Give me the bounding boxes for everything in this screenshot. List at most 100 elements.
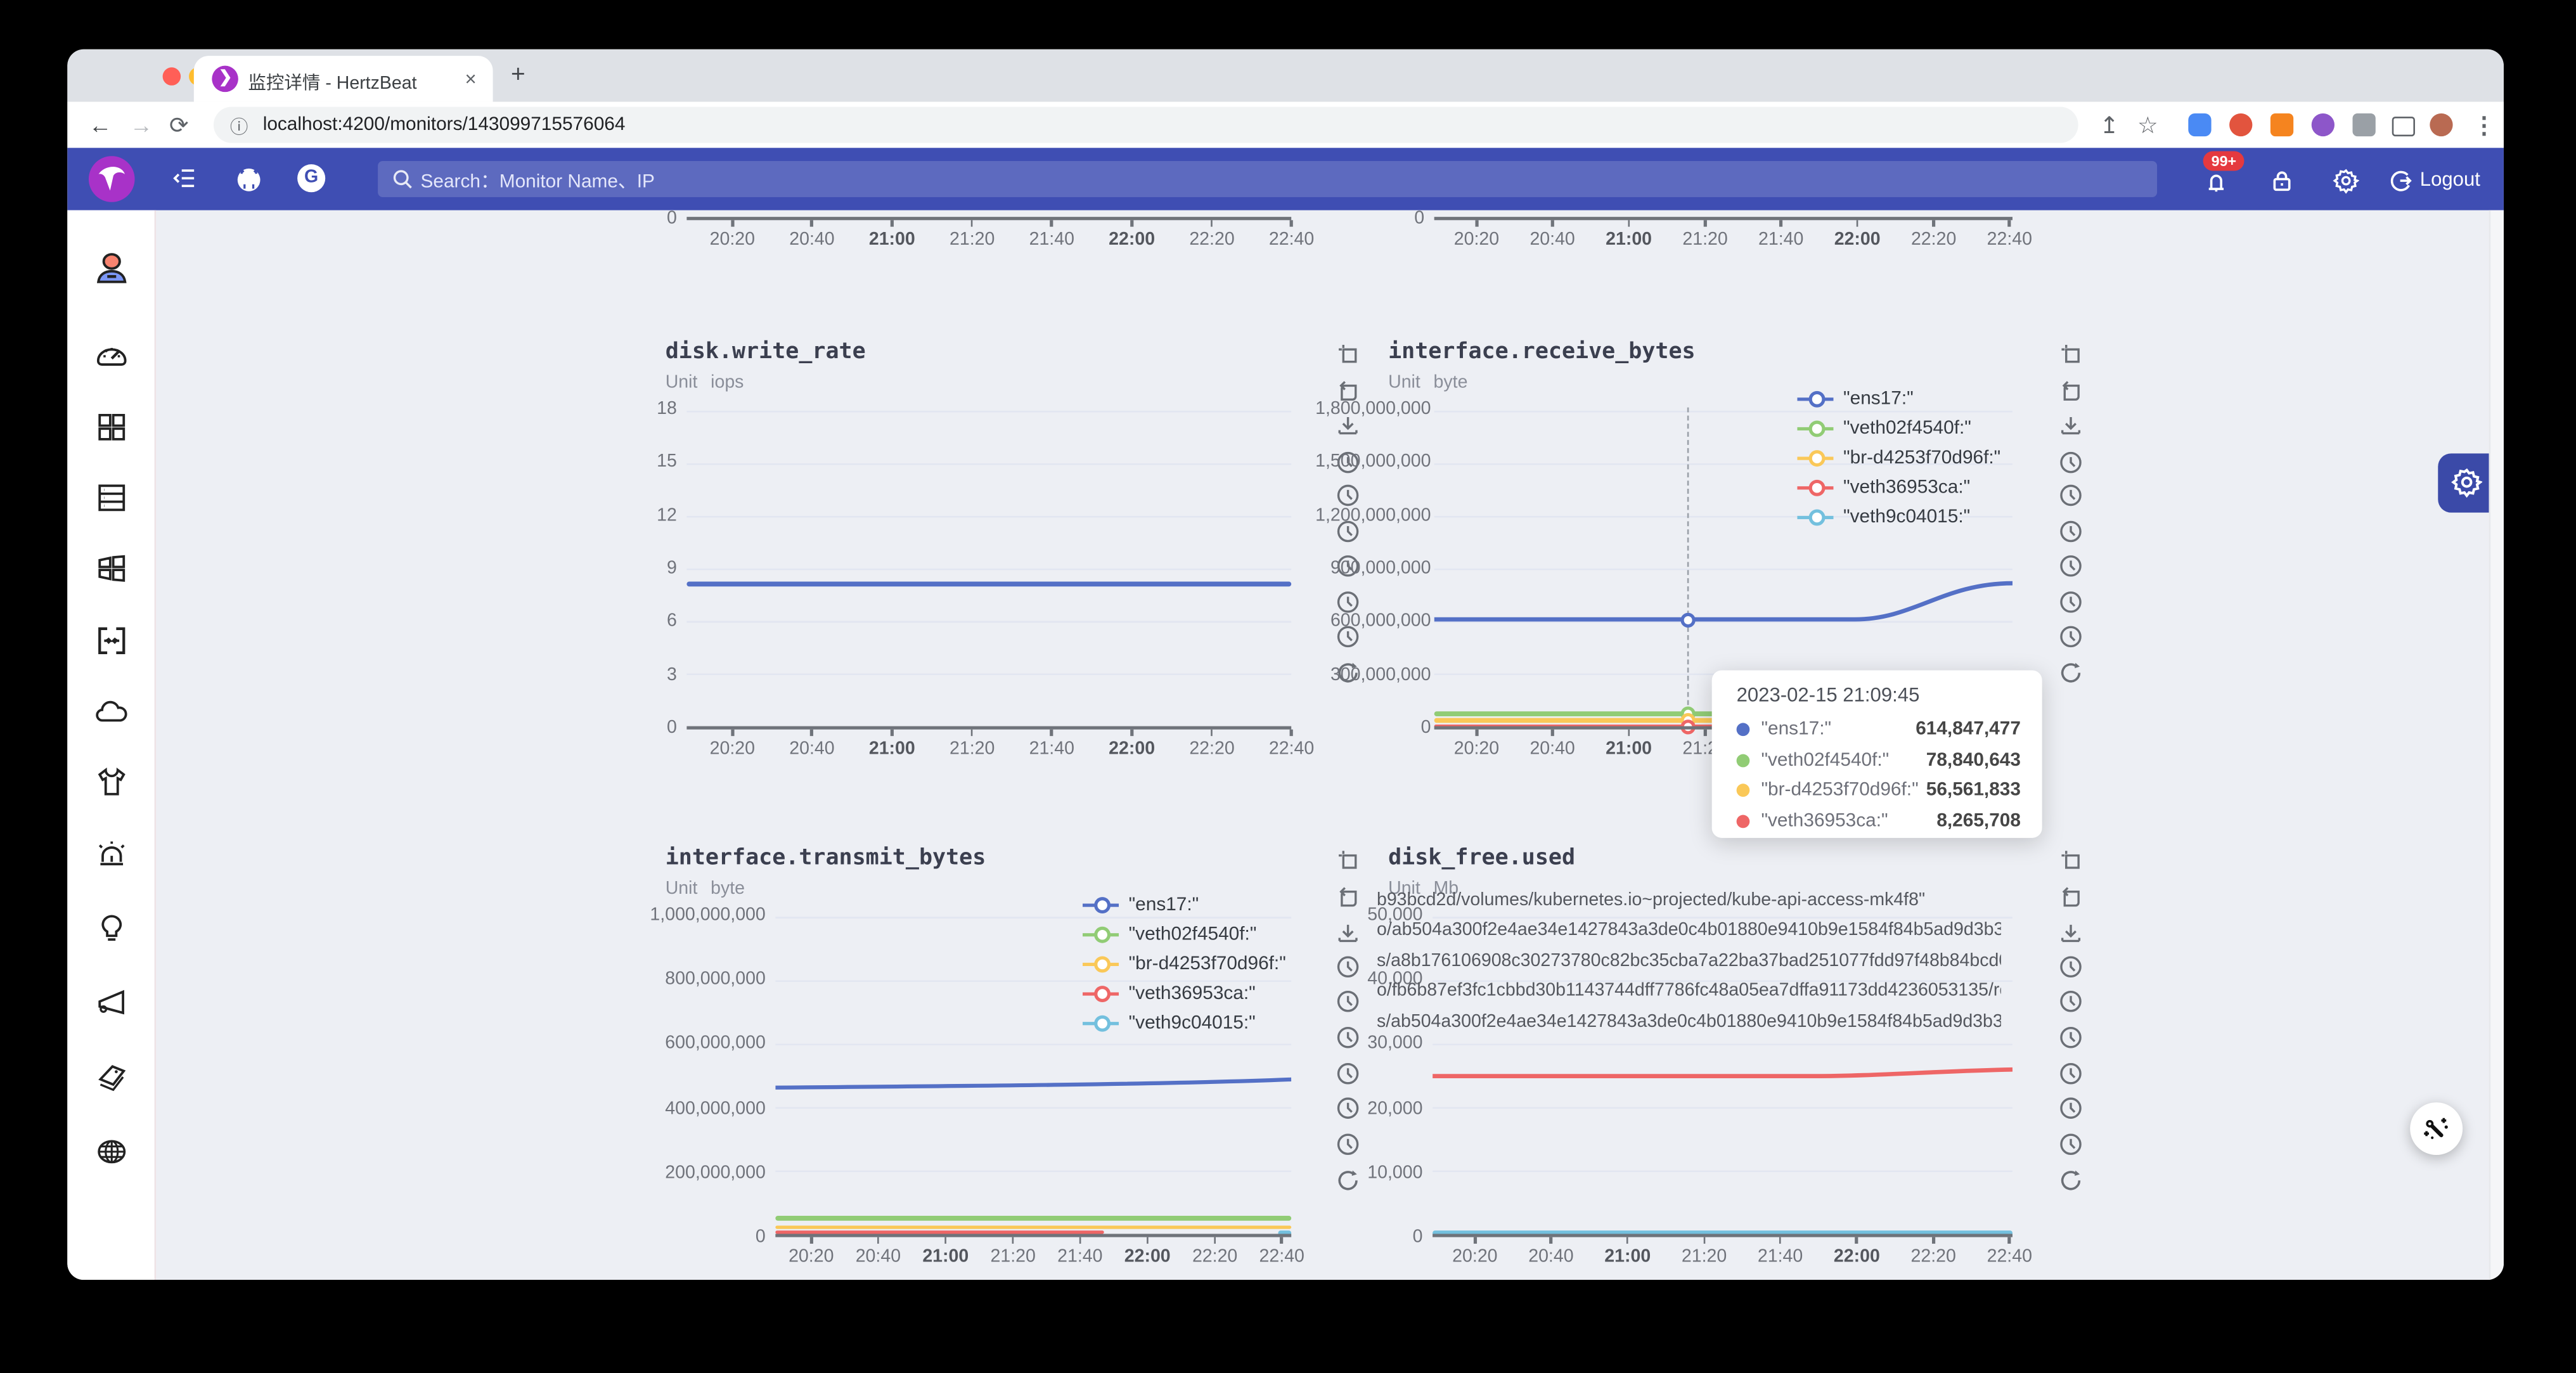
y-tick: 1,200,000,000 [1315,505,1431,525]
x-tick: 21:00 [869,730,915,759]
legend-item[interactable]: "ens17:" [1797,384,2000,414]
chart-switch-icon[interactable] [2059,886,2083,910]
y-tick: 40,000 [1367,969,1423,989]
tooltip-series-label: "veth36953ca:" [1761,811,1888,832]
sidebar-item-os-icon[interactable] [94,550,130,586]
window-close-button[interactable] [162,67,181,86]
legend-item[interactable]: "veth02f4540f:" [1083,920,1286,950]
lock-icon[interactable] [2269,167,2295,193]
legend-path-label[interactable]: o/ab504a300f2e4ae34e1427843a3de0c4b01880… [1376,920,2001,941]
history-period-icon[interactable] [2059,553,2083,578]
history-period-icon[interactable] [2059,1061,2083,1086]
x-tick: 20:40 [1530,220,1575,250]
sidebar-item-status-icon[interactable] [94,910,130,946]
chart-fullscreen-icon[interactable] [1336,342,1360,366]
history-period-icon[interactable] [2059,1132,2083,1157]
legend-item[interactable]: "veth02f4540f:" [1797,414,2000,444]
sidebar-item-dashboard-icon[interactable] [94,335,130,371]
chart-refresh-icon[interactable] [2059,1168,2083,1193]
history-period-icon[interactable] [2059,1096,2083,1121]
chart-export-icon[interactable] [2059,922,2083,946]
history-period-icon[interactable] [2059,450,2083,475]
browser-tab[interactable]: ❯ 监控详情 - HertzBeat × [193,56,493,102]
notification-bell-icon[interactable] [2203,169,2229,195]
legend-item[interactable]: "br-d4253f70d96f:" [1083,950,1286,979]
share-icon[interactable]: ↥ [2099,112,2119,138]
x-tick: 21:40 [1758,1237,1803,1267]
legend-path-label[interactable]: s/ab504a300f2e4ae34e1427843a3de0c4b01880… [1376,1011,2001,1031]
bookmark-star-icon[interactable]: ☆ [2137,112,2158,138]
x-tick: 22:20 [1911,1237,1956,1267]
new-tab-button[interactable]: + [511,60,525,89]
sidebar-item-tags-icon[interactable] [94,1060,130,1096]
chart-title-receive-bytes: interface.receive_bytes [1388,338,1696,365]
history-period-icon[interactable] [2059,989,2083,1014]
legend-label: "ens17:" [1843,389,1914,409]
legend-item[interactable]: "veth36953ca:" [1083,979,1286,1009]
chart-fullscreen-icon[interactable] [2059,342,2083,366]
history-period-icon[interactable] [2059,1025,2083,1050]
legend-path-label[interactable]: o/fb6b87ef3fc1cbbd30b1143744dff7786fc48a… [1376,981,2001,1001]
profile-avatar[interactable] [2430,113,2453,137]
chart-switch-icon[interactable] [2059,380,2083,404]
magic-wand-button[interactable] [2410,1102,2463,1156]
sidebar-item-custom-icon[interactable] [94,764,130,800]
browser-menu-kebab-icon[interactable]: ⋮ [2472,112,2496,138]
global-search-input[interactable]: Search：Monitor Name、IP [378,160,2158,198]
sidebar-item-monitors-icon[interactable] [94,409,130,445]
settings-gear-icon[interactable] [2333,167,2359,193]
sidebar-item-middleware-icon[interactable] [94,622,130,659]
theme-settings-button[interactable] [2438,453,2496,513]
chart-fullscreen-icon[interactable] [1336,848,1360,872]
chart-fullscreen-icon[interactable] [2059,848,2083,872]
forward-icon[interactable]: → [129,112,153,138]
history-period-icon[interactable] [2059,955,2083,979]
legend-path-label[interactable]: s/a8b176106908c30273780c82bc35cba7a22ba3… [1376,951,2001,971]
app-navbar: G Search：Monitor Name、IP 99+ Logout [67,148,2504,210]
url-bar[interactable]: ⓘ localhost:4200/monitors/14309971557606… [213,106,2078,143]
legend-label: "veth36953ca:" [1843,478,1971,498]
app-sidebar [67,210,157,1280]
sidebar-item-services-icon[interactable] [94,480,130,516]
history-period-icon[interactable] [2059,519,2083,544]
legend-item[interactable]: "veth9c04015:" [1083,1009,1286,1038]
side-panel-icon[interactable] [2392,117,2415,137]
tab-close-icon[interactable]: × [465,67,477,91]
gitee-icon[interactable]: G [297,164,326,193]
site-info-icon[interactable]: ⓘ [229,118,248,138]
legend-item[interactable]: "veth9c04015:" [1797,503,2000,532]
legend-item[interactable]: "ens17:" [1083,891,1286,920]
hertzbeat-logo[interactable] [88,156,135,202]
series-color-dot [1736,723,1750,737]
sidebar-item-notice-icon[interactable] [94,986,130,1022]
reload-icon[interactable]: ⟳ [169,112,189,138]
extension-icon-1[interactable] [2188,113,2212,137]
y-tick: 10,000 [1367,1163,1423,1183]
chart-refresh-icon[interactable] [2059,661,2083,685]
history-period-icon[interactable] [2059,483,2083,508]
legend-item[interactable]: "br-d4253f70d96f:" [1797,444,2000,474]
puzzle-extensions-icon[interactable] [2352,113,2376,137]
legend-item[interactable]: "veth36953ca:" [1797,473,2000,503]
sidebar-item-i18n-icon[interactable] [94,1133,130,1170]
history-period-icon[interactable] [2059,590,2083,614]
metamask-extension-icon[interactable] [2270,113,2294,137]
x-axis [775,1234,1292,1237]
y-tick: 3 [666,664,677,685]
sidebar-item-alerts-icon[interactable] [94,836,130,872]
history-period-icon[interactable] [2059,624,2083,649]
extension-icon-3[interactable] [2311,113,2334,137]
chart-export-icon[interactable] [2059,414,2083,439]
logout-button[interactable]: Logout [2419,167,2480,191]
y-tick: 1,500,000,000 [1315,452,1431,472]
github-icon[interactable] [235,166,263,194]
extension-icon-2[interactable] [2229,113,2253,137]
sidebar-collapse-icon[interactable] [172,166,197,191]
account-avatar-icon[interactable] [91,248,133,290]
back-icon[interactable]: ← [88,112,112,138]
sidebar-item-cloud-icon[interactable] [94,693,130,730]
page-scrollbar[interactable] [2489,210,2504,1280]
legend-path-label[interactable]: b93bcd2d/volumes/kubernetes.io~projected… [1376,890,1926,910]
logout-icon[interactable] [2387,167,2413,193]
